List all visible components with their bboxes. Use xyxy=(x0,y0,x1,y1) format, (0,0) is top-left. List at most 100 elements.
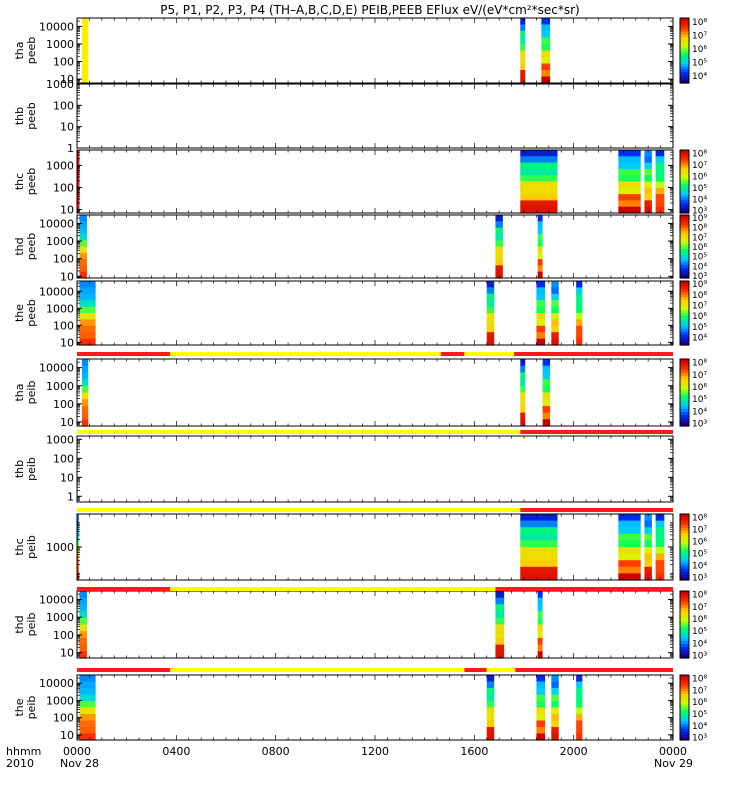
spectrogram-cell xyxy=(576,281,583,288)
spectrogram-cell xyxy=(576,714,583,722)
spectrogram-cell xyxy=(551,681,559,689)
time-tick-label: 0000 xyxy=(659,745,687,758)
spectrogram-cell xyxy=(536,338,546,346)
colorbar-cell xyxy=(680,364,689,368)
spectrogram-cell xyxy=(520,405,526,414)
spectrogram-cell xyxy=(79,720,96,728)
spectrogram-cell xyxy=(655,533,665,541)
y-tick-label: 1000 xyxy=(46,38,74,51)
spectrogram-cell xyxy=(537,271,543,279)
colorbar-cell xyxy=(680,372,689,377)
colorbar-cell xyxy=(680,555,689,559)
spectrogram-cell xyxy=(537,252,543,260)
colorbar-cell xyxy=(680,610,689,614)
spectrogram-cell xyxy=(79,293,96,301)
spectrogram-cell xyxy=(644,573,652,581)
colorbar-cell xyxy=(680,683,689,687)
spectrogram-cell xyxy=(644,566,652,574)
colorbar-cell xyxy=(680,215,689,219)
colorbar-cell xyxy=(680,47,689,52)
colorbar-cell xyxy=(680,225,689,229)
spectrogram-cell xyxy=(520,31,526,39)
spectrogram-cell xyxy=(79,733,96,741)
colorbar-cell xyxy=(680,42,689,46)
panel-instrument-label: peeb xyxy=(25,168,38,196)
colorbar-cell xyxy=(680,378,689,382)
colorbar-label: 10³ xyxy=(692,734,707,744)
spectrogram-cell xyxy=(618,560,641,568)
spectrogram-cell xyxy=(520,44,526,52)
colorbar-label: 10⁹ xyxy=(692,280,707,290)
spectrogram-cell xyxy=(536,325,546,333)
colorbar-label: 10⁵ xyxy=(692,627,707,637)
spectrogram-cell xyxy=(551,325,559,333)
colorbar-cell xyxy=(680,176,689,180)
spectrogram-cell xyxy=(537,233,543,241)
spectrogram-cell xyxy=(81,405,89,414)
colorbar-cell xyxy=(680,414,689,419)
colorbar-label: 10³ xyxy=(692,420,707,430)
spectrogram-cell xyxy=(655,181,665,189)
mode-bar-segment xyxy=(520,508,673,512)
spectrogram-cell xyxy=(536,287,546,295)
colorbar-cell xyxy=(680,721,689,725)
panel-tha-peib: 10 100 1000 10000 tha peib 10⁸ 10⁷ 10⁶ 10⁵ 10⁴ 10³ xyxy=(13,352,707,430)
colorbar-cell xyxy=(680,31,689,35)
colorbar-cell xyxy=(680,593,689,598)
spectrogram-cell xyxy=(79,637,87,646)
spectrogram-cell xyxy=(520,514,558,522)
spectrogram-cell xyxy=(486,281,495,288)
spectrogram-cell xyxy=(618,200,641,208)
spectrogram-cell xyxy=(551,313,559,320)
colorbar-cell xyxy=(680,80,689,84)
colorbar-cell xyxy=(680,283,689,287)
panel-probe-label: the xyxy=(13,698,26,716)
spectrogram-cell xyxy=(576,701,583,709)
spectrogram-cell xyxy=(486,720,495,728)
colorbar-cell xyxy=(680,249,689,253)
spectrogram-cell xyxy=(79,597,87,605)
panel-thd-peib: 10 100 1000 10000 thd peib 10⁸ 10⁷ 10⁶ 10⁵ 10⁴ 10³ xyxy=(13,587,707,662)
spectrogram-cell xyxy=(618,514,641,522)
colorbar-cell xyxy=(680,544,689,548)
spectrogram-cell xyxy=(576,688,583,696)
spectrogram-cell xyxy=(495,597,505,605)
spectrogram-cell xyxy=(520,560,558,568)
colorbar-cell xyxy=(680,318,689,322)
colorbar-cell xyxy=(680,18,689,22)
panel-probe-label: thc xyxy=(13,173,26,190)
colorbar-label: 10⁸ xyxy=(692,359,707,369)
colorbar-cell xyxy=(680,646,689,651)
colorbar-cell xyxy=(680,72,689,76)
panel-probe-label: thc xyxy=(13,538,26,555)
colorbar-cell xyxy=(680,222,689,227)
colorbar-cell xyxy=(680,34,689,38)
spectrogram-cell xyxy=(79,332,96,340)
colorbar-cell xyxy=(680,337,689,341)
colorbar-label: 10⁴ xyxy=(692,722,707,732)
time-tick-label: 1600 xyxy=(460,745,488,758)
colorbar-cell xyxy=(680,297,689,301)
time-tick-label: 0000 xyxy=(63,745,91,758)
colorbar-cell xyxy=(680,541,689,545)
colorbar-cell xyxy=(680,604,689,609)
spectrogram-cell xyxy=(618,194,641,201)
colorbar-cell xyxy=(680,20,689,25)
time-tick-label: 1200 xyxy=(361,745,389,758)
spectrogram-cell xyxy=(520,194,558,201)
colorbar-frame xyxy=(679,214,690,279)
colorbar-cell xyxy=(680,299,689,303)
colorbar-cell xyxy=(680,729,689,733)
spectrogram-cell xyxy=(551,287,559,295)
y-tick-label: 10 xyxy=(60,729,74,742)
spectrogram-cell xyxy=(644,547,652,555)
colorbar-cell xyxy=(680,199,689,204)
colorbar-cell xyxy=(680,655,689,659)
colorbar-cell xyxy=(680,210,689,214)
y-tick-label: 10000 xyxy=(39,677,74,690)
spectrogram-cell xyxy=(495,651,505,659)
colorbar-label: 10⁹ xyxy=(692,214,707,224)
spectrogram-cell xyxy=(486,681,495,689)
colorbar-cell xyxy=(680,409,689,413)
